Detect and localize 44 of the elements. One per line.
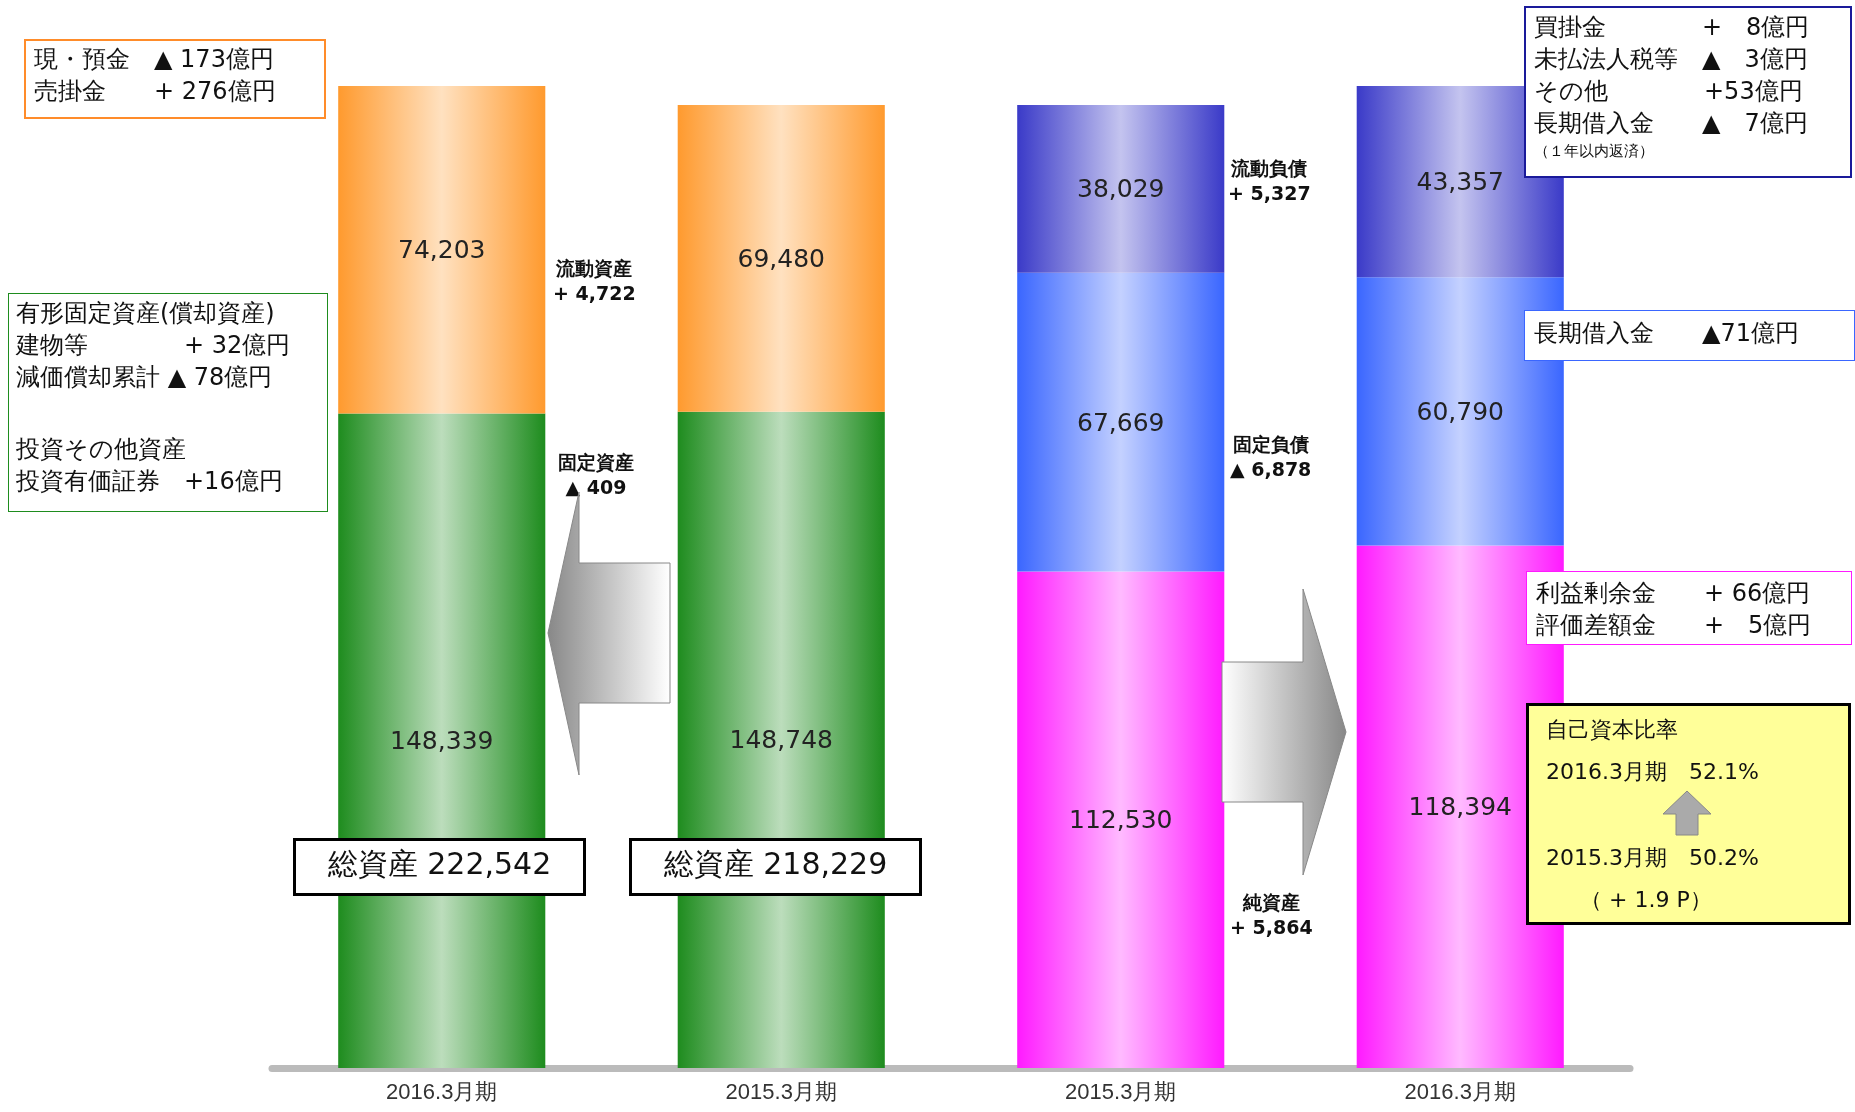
annotation: 固定負債 ▲ 6,878 [1230,432,1312,482]
text: 未払法人税等 ▲ 3億円 [1534,44,1808,74]
annotation: （ + 1.9 P） [1580,886,1712,914]
data-label: 67,669 [1077,407,1165,437]
bar [1017,272,1225,572]
annotation: 自己資本比率 [1546,716,1678,744]
annotation: その他 +53億円 [1534,76,1803,106]
annotation: 長期借入金 ▲71億円 [1534,318,1799,348]
annotation: 固定資産 ▲ 409 [558,450,634,500]
text: 現・預金 ▲ 173億円 [34,44,274,74]
data-label: 69,480 [737,243,825,273]
annotation: 評価差額金 + 5億円 [1536,610,1812,640]
annotation: 建物等 + 32億円 [16,330,291,360]
bar [1017,105,1225,273]
annotation: 売掛金 + 276億円 [34,76,276,106]
annotation: 2015.3月期 50.2% [1546,844,1759,872]
annotation: （１年以内返済） [1534,142,1654,160]
text: 投資その他資産 [16,434,186,464]
annotation: 流動負債 + 5,327 [1228,156,1311,206]
annotation: 有形固定資産(償却資産) [16,298,275,328]
data-label: 74,203 [398,235,486,265]
annotation: 利益剰余金 + 66億円 [1536,578,1811,608]
text: 買掛金 + 8億円 [1534,12,1810,42]
annotation: 投資有価証券 +16億円 [16,466,283,496]
data-label: 60,790 [1416,396,1504,426]
data-label: 112,530 [1069,805,1173,835]
data-label: 38,029 [1077,174,1165,204]
data-label: 148,748 [729,725,833,755]
x-tick-label: 2016.3月期 [1404,1078,1516,1104]
annotation: 純資産 + 5,864 [1230,890,1313,940]
data-label: 43,357 [1416,167,1504,197]
annotation: 2016.3月期 52.1% [1546,758,1759,786]
annotation: 長期借入金 ▲ 7億円 [1534,108,1808,138]
data-label: 118,394 [1408,792,1512,822]
bar [338,86,546,414]
annotation: 減価償却累計 ▲ 78億円 [16,362,273,392]
x-tick-label: 2015.3月期 [725,1078,837,1104]
annotation: 流動資産 + 4,722 [553,256,636,306]
x-tick-label: 2015.3月期 [1065,1078,1177,1104]
annotation: 総資産 218,229 [662,846,889,881]
annotation: 総資産 222,542 [326,846,553,881]
x-tick-label: 2016.3月期 [386,1078,498,1104]
bar [677,105,885,412]
data-label: 148,339 [390,726,494,756]
